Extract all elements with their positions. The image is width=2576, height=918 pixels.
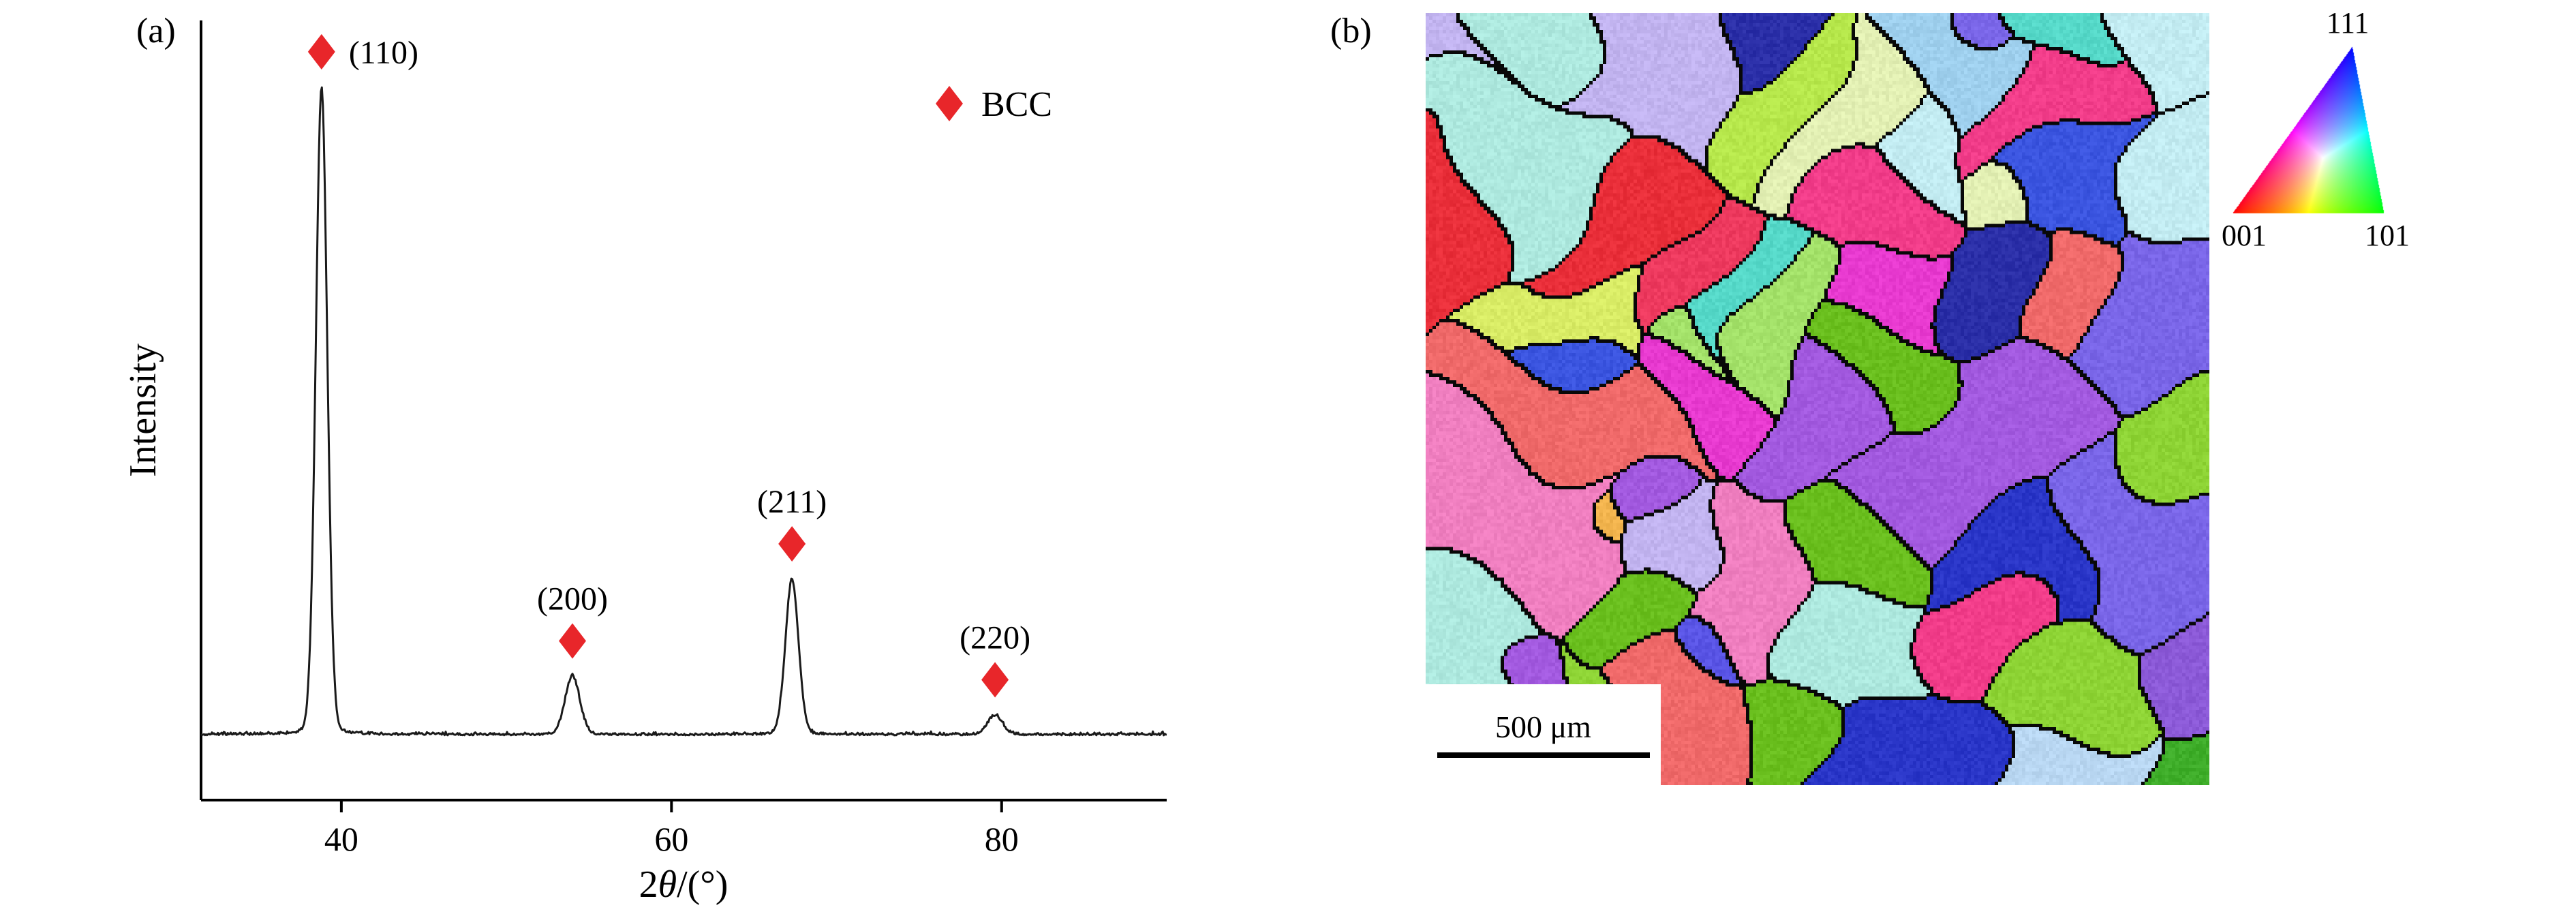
xrd-axes — [200, 20, 1167, 801]
ipf-label-111: 111 — [2326, 6, 2370, 40]
bcc-peak-marker-icon — [981, 662, 1009, 698]
ipf-color-triangle — [2230, 45, 2386, 215]
xrd-pattern-line — [200, 86, 1167, 737]
bcc-peak-marker-icon — [559, 623, 586, 659]
peak-label: (211) — [757, 484, 827, 520]
peak-label: (200) — [537, 581, 608, 617]
xrd-chart: 40 60 80 (110) (200) (211) (220) BCC 2θ/(°) I… — [122, 20, 1167, 906]
legend-label: BCC — [981, 85, 1052, 124]
bcc-peak-marker-icon — [778, 526, 806, 562]
peak-annotations: (110) (200) (211) (220) — [307, 34, 1030, 698]
scale-bar-line — [1437, 752, 1650, 758]
chart-legend: BCC — [936, 85, 1052, 124]
ipf-label-101: 101 — [2365, 219, 2410, 252]
x-tick-label: 60 — [654, 820, 688, 858]
xrd-curve — [200, 86, 1167, 737]
bcc-peak-marker-icon — [936, 86, 963, 121]
panel-a-label: (a) — [136, 12, 176, 50]
panel-b-label: (b) — [1330, 12, 1372, 50]
x-tick-label: 40 — [324, 820, 358, 858]
y-axis-label: Intensity — [122, 343, 164, 477]
peak-label: (110) — [349, 35, 418, 71]
x-axis-ticks: 40 60 80 — [324, 800, 1019, 858]
x-axis-label: 2θ/(°) — [639, 863, 729, 906]
ebsd-grain-map — [1426, 13, 2209, 785]
ipf-label-001: 001 — [2222, 219, 2267, 252]
x-tick-label: 80 — [985, 820, 1019, 858]
scale-bar-label: 500 μm — [1495, 709, 1591, 744]
scale-bar: 500 μm — [1426, 684, 1661, 785]
bcc-peak-marker-icon — [307, 34, 335, 70]
peak-label: (220) — [960, 620, 1030, 656]
